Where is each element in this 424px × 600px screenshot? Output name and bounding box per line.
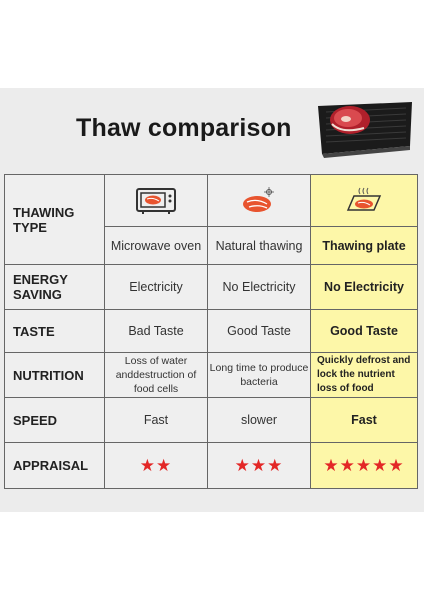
- row-header-taste: TASTE: [4, 309, 105, 353]
- cell-taste-plate: Good Taste: [310, 309, 418, 353]
- cell-taste-natural: Good Taste: [207, 309, 311, 353]
- cell-speed-plate: Fast: [310, 397, 418, 443]
- column-thawing-plate: Thawing plate: [310, 226, 418, 265]
- thawing-board-image: [312, 100, 416, 160]
- cell-taste-microwave: Bad Taste: [104, 309, 208, 353]
- column-microwave-oven: Microwave oven: [104, 226, 208, 265]
- cell-nutrition-microwave: Loss of water anddestruction of food cel…: [104, 352, 208, 398]
- star-rating: ★★★★★: [323, 455, 405, 475]
- cell-appraisal-plate: ★★★★★: [310, 442, 418, 489]
- meat-thawing-icon: [207, 174, 311, 227]
- cell-speed-natural: slower: [207, 397, 311, 443]
- thawing-plate-icon: [310, 174, 418, 227]
- row-header-thawing-type: THAWING TYPE: [4, 174, 105, 265]
- column-natural-thawing: Natural thawing: [207, 226, 311, 265]
- cell-nutrition-plate: Quickly defrost and lock the nutrient lo…: [310, 352, 418, 398]
- cell-energy-plate: No Electricity: [310, 264, 418, 310]
- cell-nutrition-natural: Long time to produce bacteria: [207, 352, 311, 398]
- cell-energy-microwave: Electricity: [104, 264, 208, 310]
- comparison-table: THAWING TYPE: [4, 174, 418, 489]
- star-rating: ★★: [139, 455, 173, 475]
- star-rating: ★★★: [234, 455, 284, 475]
- page-title: Thaw comparison: [76, 114, 292, 142]
- row-header-nutrition: NUTRITION: [4, 352, 105, 398]
- row-header-energy-saving: ENERGY SAVING: [4, 264, 105, 310]
- cell-appraisal-microwave: ★★: [104, 442, 208, 489]
- microwave-icon: [104, 174, 208, 227]
- cell-speed-microwave: Fast: [104, 397, 208, 443]
- row-header-appraisal: APPRAISAL: [4, 442, 105, 489]
- cell-energy-natural: No Electricity: [207, 264, 311, 310]
- row-header-speed: SPEED: [4, 397, 105, 443]
- cell-appraisal-natural: ★★★: [207, 442, 311, 489]
